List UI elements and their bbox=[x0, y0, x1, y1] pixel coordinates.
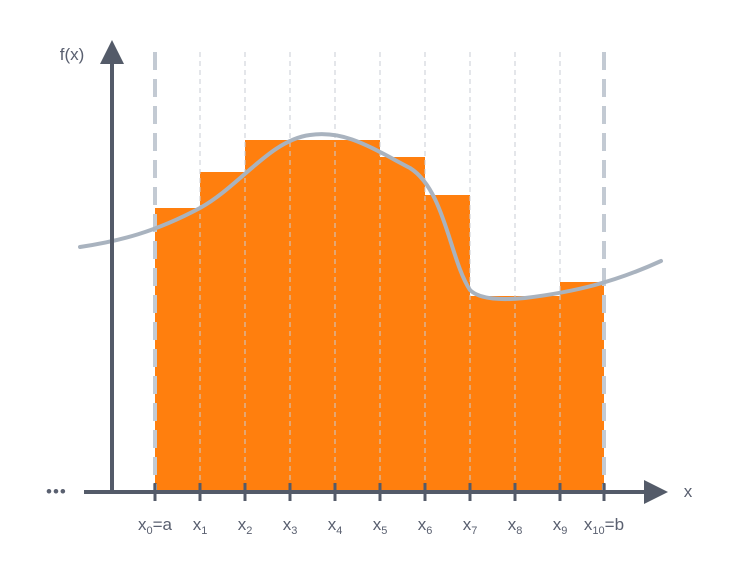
tick-label-suffix: =b bbox=[605, 515, 624, 534]
tick-label-subscript: 4 bbox=[336, 525, 342, 537]
tick-label-subscript: 6 bbox=[426, 525, 432, 537]
axis-ellipsis: ••• bbox=[46, 482, 67, 501]
tick-label-10: x10=b bbox=[584, 515, 624, 537]
riemann-bar-1 bbox=[155, 208, 200, 492]
bound-lines bbox=[153, 52, 606, 492]
riemann-bar-10 bbox=[560, 282, 604, 492]
tick-label-0: x0=a bbox=[138, 515, 173, 537]
tick-label-base: x bbox=[418, 515, 427, 534]
tick-label-base: x bbox=[328, 515, 337, 534]
tick-label-base: x bbox=[584, 515, 593, 534]
tick-label-base: x bbox=[138, 515, 147, 534]
tick-label-base: x bbox=[283, 515, 292, 534]
y-axis-label: f(x) bbox=[60, 45, 85, 64]
tick-label-base: x bbox=[238, 515, 247, 534]
tick-label-7: x7 bbox=[463, 515, 478, 537]
tick-label-base: x bbox=[553, 515, 562, 534]
function-curve bbox=[78, 132, 663, 301]
riemann-bars bbox=[155, 140, 604, 492]
tick-label-2: x2 bbox=[238, 515, 253, 537]
riemann-bar-2 bbox=[200, 172, 245, 492]
tick-label-subscript: 7 bbox=[471, 525, 477, 537]
riemann-bar-7 bbox=[425, 195, 470, 492]
partition-lines bbox=[199, 52, 561, 492]
riemann-bar-4 bbox=[290, 140, 335, 492]
tick-label-9: x9 bbox=[553, 515, 568, 537]
tick-label-subscript: 8 bbox=[516, 525, 522, 537]
tick-label-base: x bbox=[508, 515, 517, 534]
x-axis-ticks bbox=[153, 483, 606, 501]
tick-label-8: x8 bbox=[508, 515, 523, 537]
riemann-bar-3 bbox=[245, 140, 290, 492]
tick-label-base: x bbox=[373, 515, 382, 534]
tick-label-subscript: 2 bbox=[246, 525, 252, 537]
tick-labels: x0=a x1 x2 x3 x4 x5 x6 x7 x8 x9 x10=b bbox=[138, 515, 624, 537]
y-axis-arrow-icon bbox=[100, 40, 124, 64]
x-axis-arrow-icon bbox=[644, 480, 668, 504]
tick-label-subscript: 10 bbox=[592, 525, 604, 537]
tick-label-subscript: 1 bbox=[201, 525, 207, 537]
tick-label-subscript: 0 bbox=[146, 525, 152, 537]
x-axis-label: x bbox=[684, 482, 693, 501]
tick-label-6: x6 bbox=[418, 515, 433, 537]
tick-label-subscript: 9 bbox=[561, 525, 567, 537]
tick-label-subscript: 5 bbox=[381, 525, 387, 537]
riemann-bar-9 bbox=[515, 296, 560, 492]
axes: ••• bbox=[46, 40, 668, 504]
riemann-bar-6 bbox=[380, 157, 425, 492]
tick-label-suffix: =a bbox=[153, 515, 173, 534]
tick-label-base: x bbox=[463, 515, 472, 534]
tick-label-4: x4 bbox=[328, 515, 343, 537]
tick-label-5: x5 bbox=[373, 515, 388, 537]
tick-label-1: x1 bbox=[193, 515, 208, 537]
tick-label-3: x3 bbox=[283, 515, 298, 537]
riemann-bar-8 bbox=[470, 296, 515, 492]
tick-label-base: x bbox=[193, 515, 202, 534]
riemann-bar-5 bbox=[335, 140, 380, 492]
tick-label-subscript: 3 bbox=[291, 525, 297, 537]
